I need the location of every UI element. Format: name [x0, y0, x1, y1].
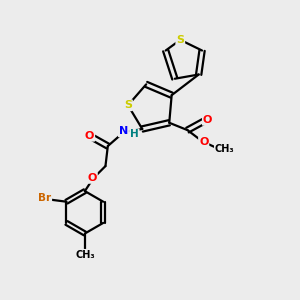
Text: S: S: [176, 35, 184, 45]
Text: O: O: [203, 115, 212, 125]
Text: S: S: [124, 100, 132, 110]
Text: CH₃: CH₃: [215, 144, 234, 154]
Text: N: N: [119, 126, 128, 136]
Text: H: H: [130, 129, 139, 139]
Text: O: O: [88, 173, 97, 183]
Text: O: O: [85, 131, 94, 141]
Text: Br: Br: [38, 194, 51, 203]
Text: O: O: [199, 137, 208, 147]
Text: CH₃: CH₃: [75, 250, 95, 260]
